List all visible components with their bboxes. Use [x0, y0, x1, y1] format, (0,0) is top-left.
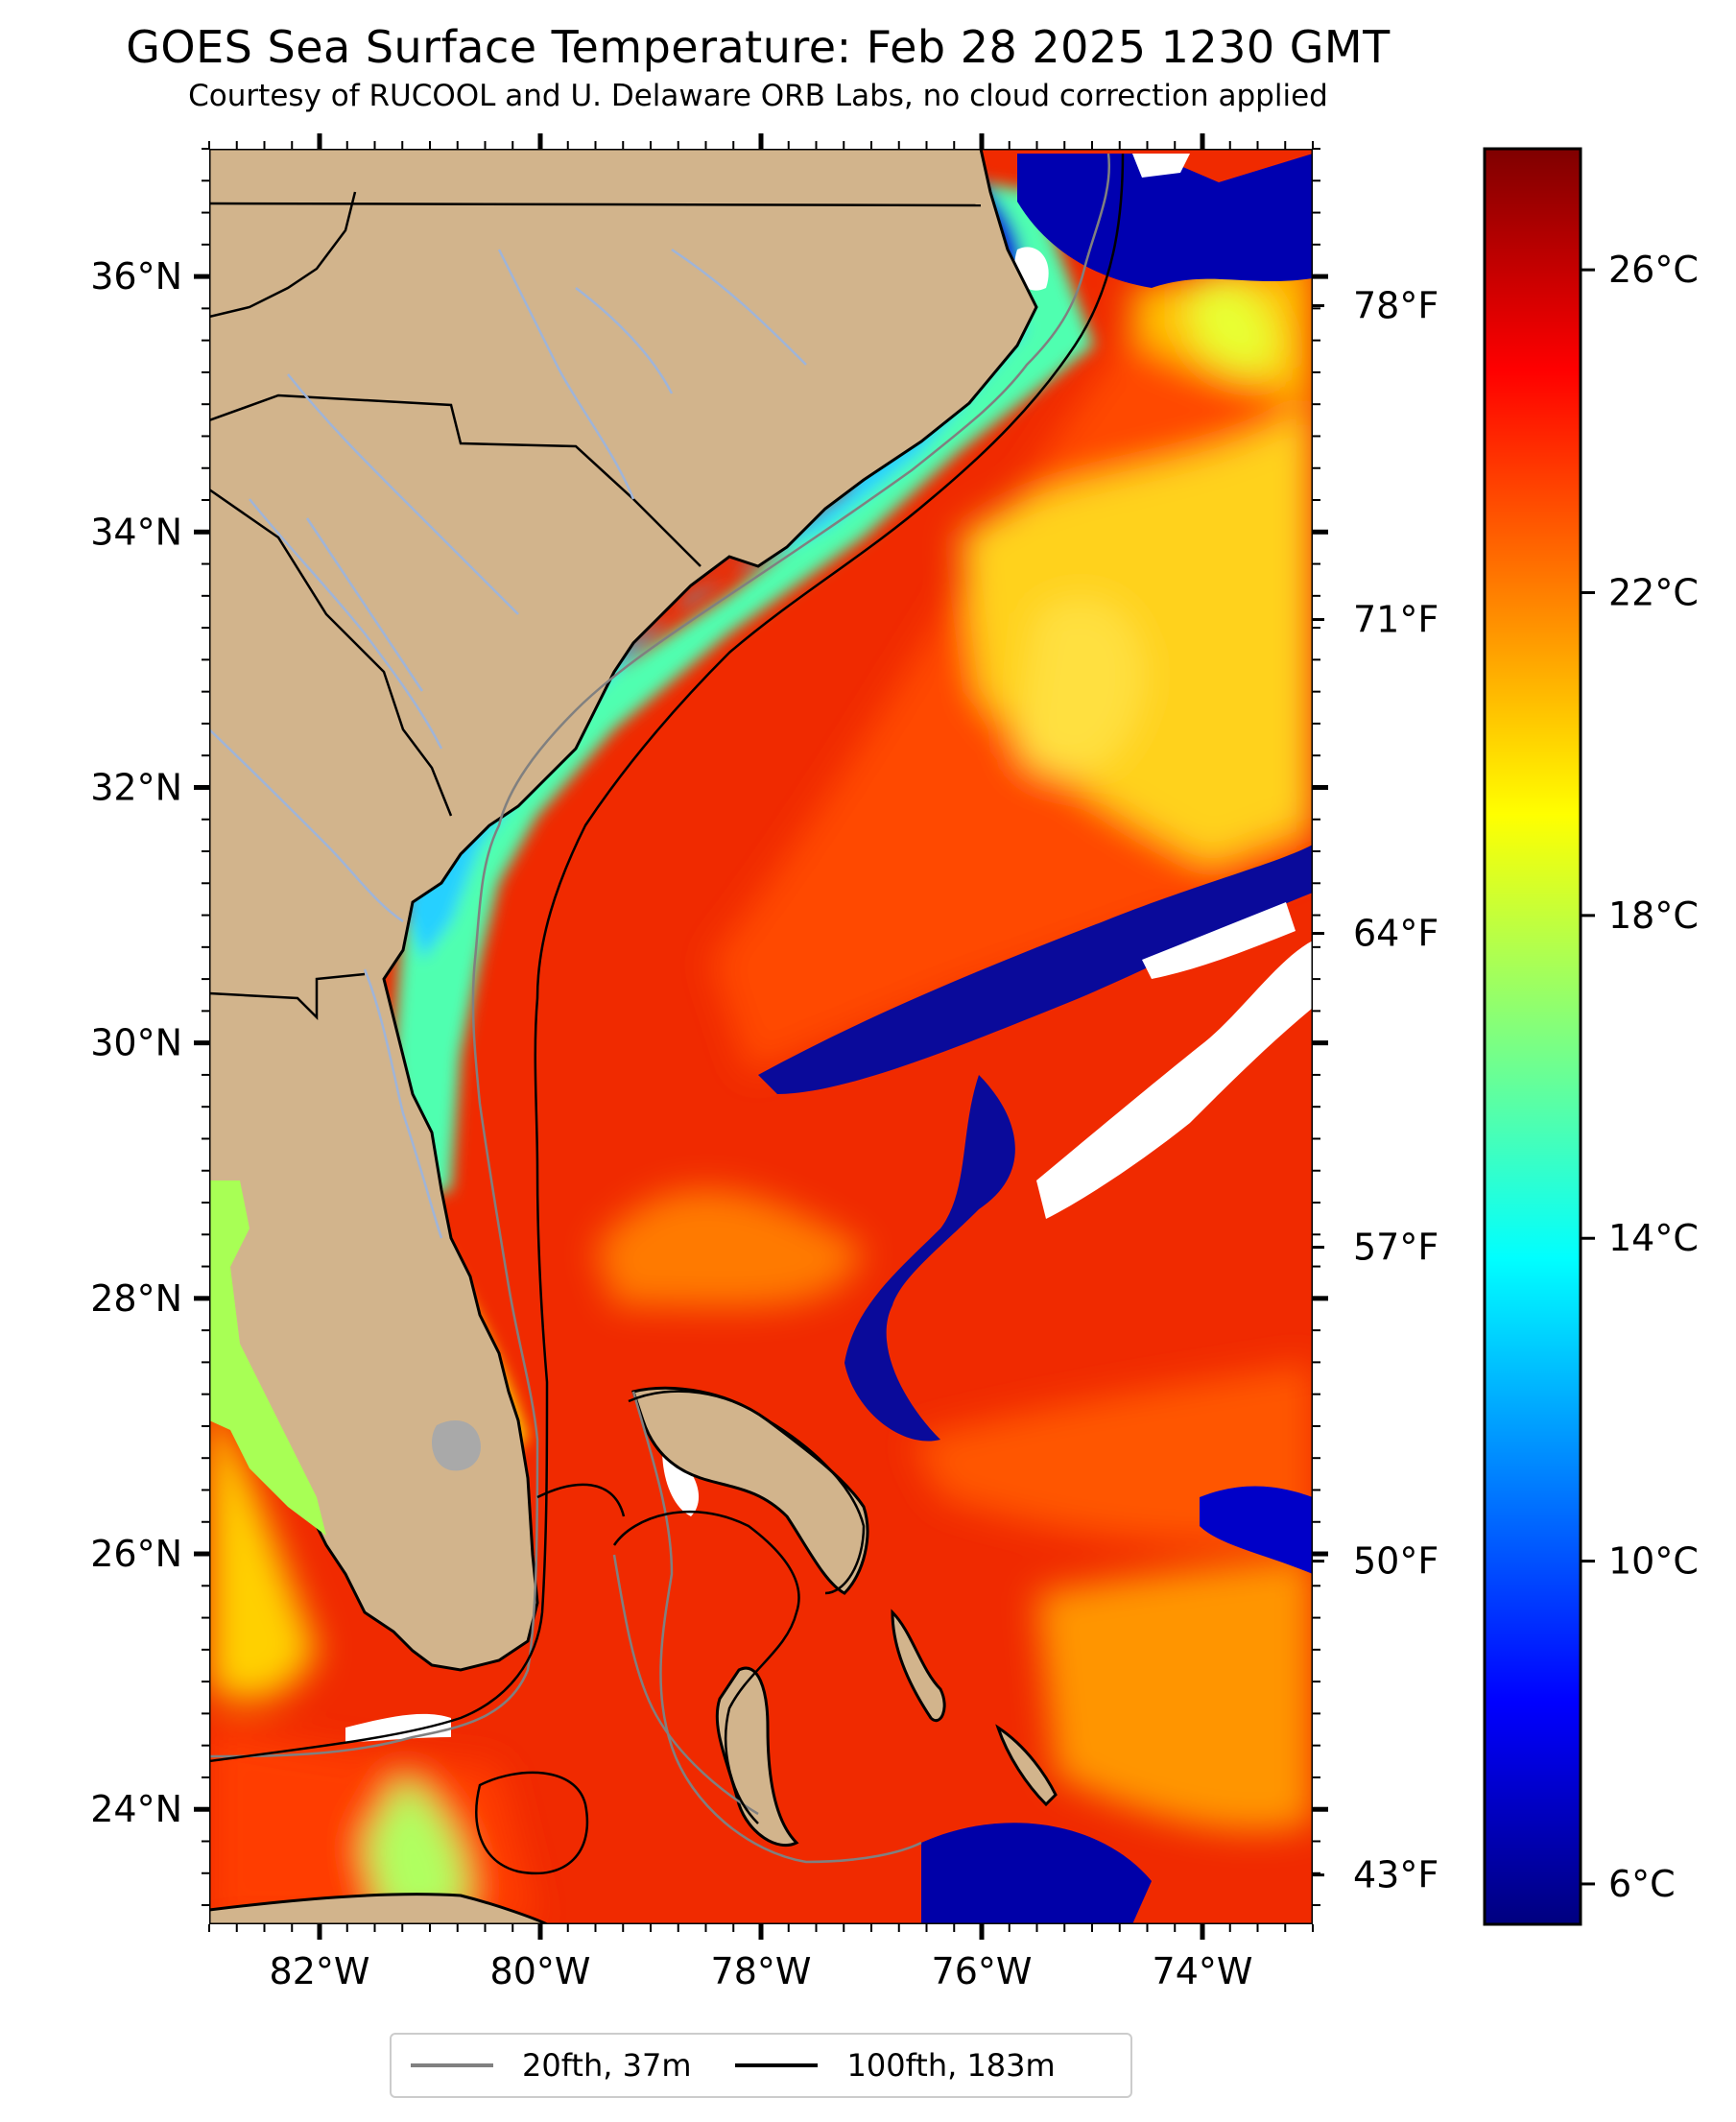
lon-label: 82°W — [270, 1950, 370, 1992]
fahrenheit-label: 78°F — [1353, 285, 1439, 327]
colorbar-ticks: 26°C 22°C 18°C 14°C 10°C 6°C — [1581, 249, 1699, 1905]
florida-west-land — [209, 1180, 326, 1536]
rivers — [209, 248, 807, 1239]
map-title: GOES Sea Surface Temperature: Feb 28 202… — [126, 21, 1391, 73]
fahrenheit-label: 43°F — [1353, 1854, 1439, 1896]
lon-label: 76°W — [932, 1950, 1033, 1992]
colorbar-label: 18°C — [1608, 894, 1699, 937]
legend-label-100fth: 100fth, 183m — [846, 2047, 1056, 2084]
map-panel — [209, 149, 1313, 1924]
axis-layer: 82°W 80°W 78°W 76°W 74°W 36°N 34°N 32°N 30°N 28°N… — [90, 133, 1439, 1992]
bahamas-exuma — [995, 1724, 1058, 1807]
lon-label: 80°W — [490, 1950, 591, 1992]
legend-line-100fth — [735, 2063, 819, 2067]
lon-label: 78°W — [711, 1950, 812, 1992]
us-mainland — [209, 149, 1038, 1672]
legend-label-20fth: 20fth, 37m — [522, 2047, 692, 2084]
fahrenheit-label: 64°F — [1353, 913, 1439, 955]
legend-item-100fth: 100fth, 183m — [735, 2047, 1056, 2084]
lat-label: 28°N — [90, 1277, 182, 1320]
lat-label: 32°N — [90, 766, 182, 808]
cuba-edge — [209, 1893, 548, 1924]
isobath-20fth — [209, 153, 1110, 1864]
colorbar-label: 14°C — [1608, 1217, 1699, 1259]
bahamas-eleuthera — [891, 1609, 946, 1722]
lake-okeechobee — [432, 1420, 481, 1471]
lat-label: 24°N — [90, 1788, 182, 1830]
fahrenheit-label: 50°F — [1353, 1540, 1439, 1583]
cold-filament — [758, 154, 1313, 1924]
colorbar-fill — [1483, 147, 1582, 1926]
legend-item-20fth: 20fth, 37m — [411, 2047, 691, 2084]
colorbar-label: 6°C — [1608, 1863, 1676, 1905]
fahrenheit-label: 57°F — [1353, 1227, 1439, 1269]
map-subtitle: Courtesy of RUCOOL and U. Delaware ORB L… — [188, 79, 1328, 113]
colorbar-label: 26°C — [1608, 249, 1699, 291]
legend-line-20fth — [411, 2063, 493, 2067]
isobath-100fth — [209, 153, 1125, 1875]
colorbar: 26°C 22°C 18°C 14°C 10°C 6°C — [1483, 147, 1699, 1926]
colorbar-label: 10°C — [1608, 1540, 1699, 1583]
isobath-legend: 20fth, 37m 100fth, 183m — [390, 2033, 1132, 2098]
bahamas-andros — [715, 1666, 799, 1848]
lat-label: 36°N — [90, 255, 182, 298]
lat-label: 34°N — [90, 511, 182, 553]
lat-label: 26°N — [90, 1533, 182, 1575]
fahrenheit-label: 71°F — [1353, 599, 1439, 641]
land — [209, 149, 1058, 1924]
lat-label: 30°N — [90, 1022, 182, 1064]
lon-label: 74°W — [1153, 1950, 1253, 1992]
colorbar-label: 22°C — [1608, 572, 1699, 614]
